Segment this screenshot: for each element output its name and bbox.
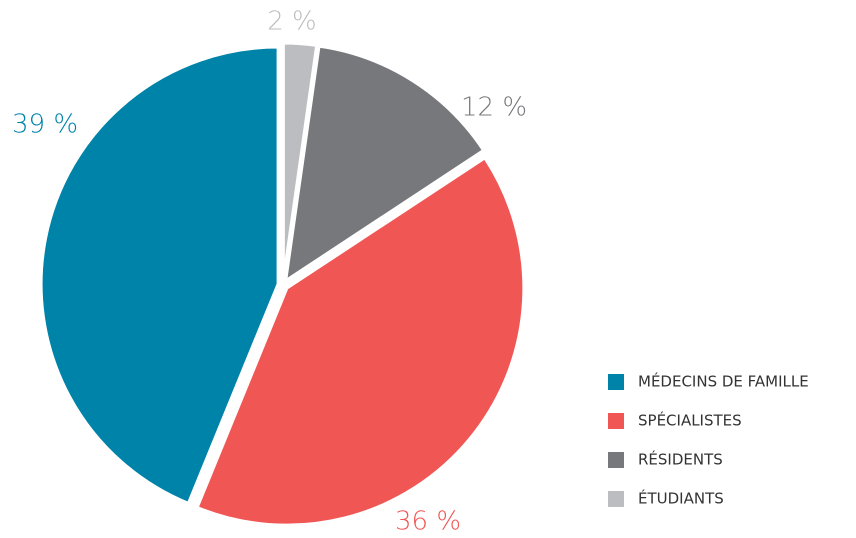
legend-label: ÉTUDIANTS: [638, 489, 724, 508]
legend-swatch: [608, 452, 624, 468]
value-label: 12 %: [461, 93, 527, 123]
legend-swatch: [608, 413, 624, 429]
pie-slice: [195, 155, 526, 527]
legend-label: RÉSIDENTS: [638, 450, 723, 469]
legend-label: SPÉCIALISTES: [638, 411, 742, 430]
legend-swatch: [608, 374, 624, 390]
pie-slice: [39, 45, 280, 506]
pie-slice: [281, 41, 319, 281]
value-label: 36 %: [395, 507, 461, 537]
value-label: 39 %: [12, 110, 78, 140]
pie-slice: [283, 44, 486, 284]
value-label: 2 %: [267, 7, 317, 37]
legend-label: MÉDECINS DE FAMILLE: [638, 372, 809, 391]
legend-swatch: [608, 491, 624, 507]
